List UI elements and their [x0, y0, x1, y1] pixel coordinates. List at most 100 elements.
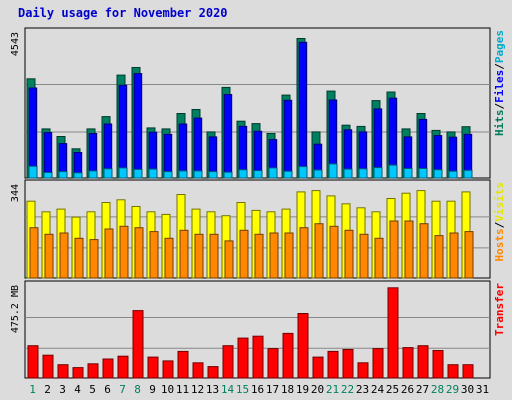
bar-pages-10: [163, 171, 173, 179]
bar-pages-13: [208, 171, 218, 179]
bar-transfer-19: [297, 313, 309, 379]
bar-hosts-10: [164, 237, 174, 279]
x-tick-label: 24: [371, 383, 385, 396]
right-label-part: Transfer: [493, 283, 506, 336]
right-label-part: Hits: [493, 110, 506, 137]
bar-transfer-12: [192, 362, 204, 379]
bar-transfer-22: [342, 349, 354, 379]
right-label-part: Hosts: [493, 228, 506, 261]
bar-hosts-19: [299, 227, 309, 279]
bar-transfer-15: [237, 337, 249, 379]
bar-hosts-17: [269, 232, 279, 279]
x-tick-label: 27: [416, 383, 429, 396]
x-tick-label: 22: [341, 383, 354, 396]
right-label-part: Files: [493, 70, 506, 103]
bar-pages-27: [418, 168, 428, 179]
bar-files-12: [193, 117, 203, 179]
bar-hosts-15: [239, 229, 249, 279]
x-tick-label: 18: [281, 383, 294, 396]
bar-transfer-21: [327, 350, 339, 379]
x-tick-label: 4: [74, 383, 81, 396]
chart-title: Daily usage for November 2020: [18, 6, 228, 20]
bar-pages-17: [268, 167, 278, 179]
bar-hosts-20: [314, 223, 324, 279]
bar-transfer-24: [372, 348, 384, 379]
x-tick-label: 13: [206, 383, 219, 396]
right-label-2: Hosts/Visits: [493, 182, 506, 262]
bar-pages-24: [373, 167, 383, 179]
bar-hosts-1: [29, 227, 39, 279]
bar-pages-20: [313, 169, 323, 179]
bar-transfer-26: [402, 347, 414, 379]
bar-pages-29: [448, 170, 458, 179]
x-tick-label: 16: [251, 383, 264, 396]
bar-pages-2: [43, 172, 53, 179]
bar-transfer-6: [102, 358, 114, 379]
bar-transfer-20: [312, 356, 324, 379]
bar-hosts-14: [224, 240, 234, 279]
bar-hosts-3: [59, 232, 69, 279]
x-tick-label: 15: [236, 383, 249, 396]
bar-hosts-8: [134, 227, 144, 279]
bar-pages-23: [358, 168, 368, 179]
bar-hosts-5: [89, 239, 99, 279]
bar-transfer-5: [87, 363, 99, 379]
bar-hosts-23: [359, 233, 369, 279]
bar-transfer-13: [207, 366, 219, 379]
bar-transfer-30: [462, 364, 474, 379]
bar-hosts-9: [149, 231, 159, 279]
x-tick-label: 28: [431, 383, 444, 396]
bar-pages-11: [178, 170, 188, 179]
right-label-part: /: [493, 103, 506, 110]
ymax-label-2: 344: [10, 184, 21, 202]
x-tick-label: 31: [476, 383, 489, 396]
bar-hosts-7: [119, 225, 129, 279]
bar-pages-19: [298, 166, 308, 179]
bar-transfer-16: [252, 335, 264, 379]
bar-hosts-18: [284, 232, 294, 279]
x-tick-label: 8: [134, 383, 141, 396]
bar-transfer-8: [132, 310, 144, 379]
bar-files-19: [298, 41, 308, 179]
right-label-1: Hits/Files/Pages: [493, 30, 506, 136]
bar-pages-25: [388, 164, 398, 179]
bar-pages-28: [433, 169, 443, 179]
x-tick-label: 20: [311, 383, 324, 396]
bar-pages-18: [283, 170, 293, 179]
bar-hosts-13: [209, 233, 219, 279]
bar-pages-8: [133, 168, 143, 179]
x-tick-label: 17: [266, 383, 279, 396]
bar-transfer-23: [357, 362, 369, 379]
bar-transfer-2: [42, 354, 54, 379]
x-tick-label: 25: [386, 383, 399, 396]
bar-hosts-21: [329, 225, 339, 279]
bar-pages-12: [193, 170, 203, 179]
right-label-part: /: [493, 221, 506, 228]
x-tick-label: 10: [161, 383, 174, 396]
bar-hosts-6: [104, 228, 114, 279]
bar-transfer-11: [177, 350, 189, 379]
bar-hosts-16: [254, 233, 264, 279]
bar-transfer-1: [27, 345, 39, 379]
x-tick-label: 26: [401, 383, 414, 396]
bar-transfer-25: [387, 287, 399, 379]
bar-pages-14: [223, 171, 233, 179]
bar-hosts-27: [419, 223, 429, 279]
bar-hosts-29: [449, 232, 459, 279]
bar-transfer-3: [57, 364, 69, 379]
bar-hosts-25: [389, 220, 399, 279]
bar-hosts-2: [44, 233, 54, 279]
right-label-3: Transfer: [493, 283, 506, 336]
bar-pages-22: [343, 168, 353, 179]
x-tick-label: 5: [89, 383, 96, 396]
bar-hosts-4: [74, 237, 84, 279]
x-tick-label: 2: [44, 383, 51, 396]
bar-files-18: [283, 99, 293, 179]
bar-transfer-4: [72, 367, 84, 379]
right-label-part: Pages: [493, 30, 506, 63]
bar-hosts-11: [179, 229, 189, 279]
bar-pages-26: [403, 168, 413, 179]
ymax-label-3: 475.2 MB: [10, 285, 21, 333]
bar-files-11: [178, 123, 188, 179]
